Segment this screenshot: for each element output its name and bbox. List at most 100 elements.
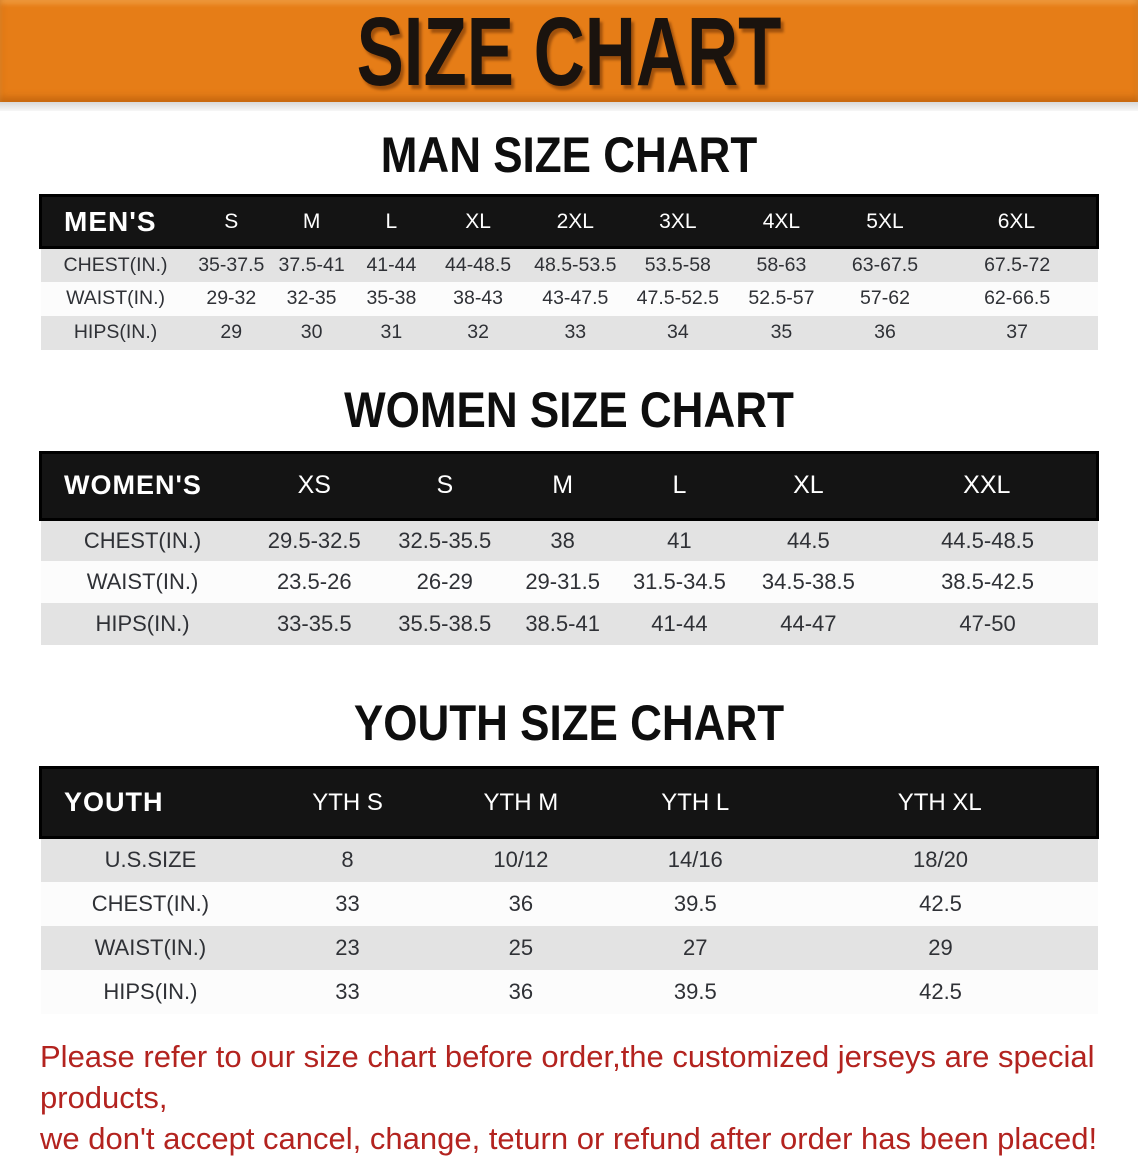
size-value-cell: 29-31.5 bbox=[506, 561, 620, 603]
size-column-header: L bbox=[620, 452, 739, 519]
size-value-cell: 34 bbox=[626, 316, 730, 350]
size-value-cell: 34.5-38.5 bbox=[739, 561, 877, 603]
row-label: CHEST(IN.) bbox=[41, 248, 191, 282]
size-value-cell: 29 bbox=[191, 316, 272, 350]
size-column-header: YTH L bbox=[607, 768, 784, 838]
row-label: HIPS(IN.) bbox=[41, 316, 191, 350]
youth-section-heading: YOUTH SIZE CHART bbox=[68, 696, 1069, 751]
size-column-header: M bbox=[272, 196, 351, 248]
size-column-header: S bbox=[191, 196, 272, 248]
size-value-cell: 32 bbox=[432, 316, 525, 350]
size-column-header: XL bbox=[739, 452, 877, 519]
disclaimer-line-2: we don't accept cancel, change, teturn o… bbox=[40, 1118, 1120, 1159]
size-column-header: M bbox=[506, 452, 620, 519]
size-value-cell: 10/12 bbox=[435, 838, 607, 882]
size-value-cell: 36 bbox=[435, 970, 607, 1014]
size-value-cell: 29.5-32.5 bbox=[245, 519, 385, 561]
men-table-corner-label: MEN'S bbox=[41, 196, 191, 248]
size-column-header: YTH S bbox=[260, 768, 434, 838]
size-value-cell: 43-47.5 bbox=[525, 282, 626, 316]
size-value-cell: 38 bbox=[506, 519, 620, 561]
size-value-cell: 27 bbox=[607, 926, 784, 970]
size-value-cell: 53.5-58 bbox=[626, 248, 730, 282]
size-value-cell: 35-38 bbox=[351, 282, 431, 316]
row-label: WAIST(IN.) bbox=[41, 926, 261, 970]
size-column-header: 4XL bbox=[730, 196, 834, 248]
size-value-cell: 36 bbox=[435, 882, 607, 926]
women-section-heading: WOMEN SIZE CHART bbox=[68, 383, 1069, 438]
size-value-cell: 37.5-41 bbox=[272, 248, 351, 282]
size-column-header: 5XL bbox=[833, 196, 937, 248]
size-value-cell: 63-67.5 bbox=[833, 248, 937, 282]
size-column-header: XL bbox=[432, 196, 525, 248]
size-value-cell: 8 bbox=[260, 838, 434, 882]
size-value-cell: 33 bbox=[525, 316, 626, 350]
size-column-header: XXL bbox=[878, 452, 1098, 519]
size-value-cell: 30 bbox=[272, 316, 351, 350]
men-section-heading: MAN SIZE CHART bbox=[68, 128, 1069, 183]
size-value-cell: 38-43 bbox=[432, 282, 525, 316]
row-label: CHEST(IN.) bbox=[41, 519, 245, 561]
row-label: WAIST(IN.) bbox=[41, 282, 191, 316]
size-value-cell: 25 bbox=[435, 926, 607, 970]
size-value-cell: 37 bbox=[937, 316, 1098, 350]
size-value-cell: 41 bbox=[620, 519, 739, 561]
size-value-cell: 41-44 bbox=[351, 248, 431, 282]
row-label: U.S.SIZE bbox=[41, 838, 261, 882]
size-value-cell: 39.5 bbox=[607, 970, 784, 1014]
size-value-cell: 33 bbox=[260, 970, 434, 1014]
size-value-cell: 38.5-41 bbox=[506, 603, 620, 645]
row-label: HIPS(IN.) bbox=[41, 970, 261, 1014]
size-value-cell: 36 bbox=[833, 316, 937, 350]
size-value-cell: 35 bbox=[730, 316, 834, 350]
size-value-cell: 44-48.5 bbox=[432, 248, 525, 282]
size-value-cell: 44.5-48.5 bbox=[878, 519, 1098, 561]
row-label: HIPS(IN.) bbox=[41, 603, 245, 645]
size-value-cell: 42.5 bbox=[784, 882, 1098, 926]
size-value-cell: 32.5-35.5 bbox=[384, 519, 506, 561]
size-value-cell: 31.5-34.5 bbox=[620, 561, 739, 603]
size-value-cell: 14/16 bbox=[607, 838, 784, 882]
size-value-cell: 33-35.5 bbox=[245, 603, 385, 645]
size-column-header: L bbox=[351, 196, 431, 248]
banner-title: SIZE CHART bbox=[357, 3, 782, 100]
size-value-cell: 67.5-72 bbox=[937, 248, 1098, 282]
size-value-cell: 38.5-42.5 bbox=[878, 561, 1098, 603]
size-value-cell: 33 bbox=[260, 882, 434, 926]
size-value-cell: 41-44 bbox=[620, 603, 739, 645]
size-value-cell: 26-29 bbox=[384, 561, 506, 603]
size-value-cell: 29 bbox=[784, 926, 1098, 970]
size-value-cell: 35-37.5 bbox=[191, 248, 272, 282]
size-value-cell: 52.5-57 bbox=[730, 282, 834, 316]
youth-table-corner-label: YOUTH bbox=[41, 768, 261, 838]
size-value-cell: 29-32 bbox=[191, 282, 272, 316]
size-column-header: XS bbox=[245, 452, 385, 519]
row-label: CHEST(IN.) bbox=[41, 882, 261, 926]
disclaimer-text: Please refer to our size chart before or… bbox=[40, 1036, 1120, 1159]
size-value-cell: 57-62 bbox=[833, 282, 937, 316]
size-value-cell: 62-66.5 bbox=[937, 282, 1098, 316]
size-value-cell: 47-50 bbox=[878, 603, 1098, 645]
women-table-corner-label: WOMEN'S bbox=[41, 452, 245, 519]
size-column-header: S bbox=[384, 452, 506, 519]
size-column-header: 2XL bbox=[525, 196, 626, 248]
size-chart-banner: SIZE CHART bbox=[0, 0, 1138, 102]
size-value-cell: 31 bbox=[351, 316, 431, 350]
size-value-cell: 44.5 bbox=[739, 519, 877, 561]
size-value-cell: 48.5-53.5 bbox=[525, 248, 626, 282]
size-value-cell: 23 bbox=[260, 926, 434, 970]
size-value-cell: 32-35 bbox=[272, 282, 351, 316]
